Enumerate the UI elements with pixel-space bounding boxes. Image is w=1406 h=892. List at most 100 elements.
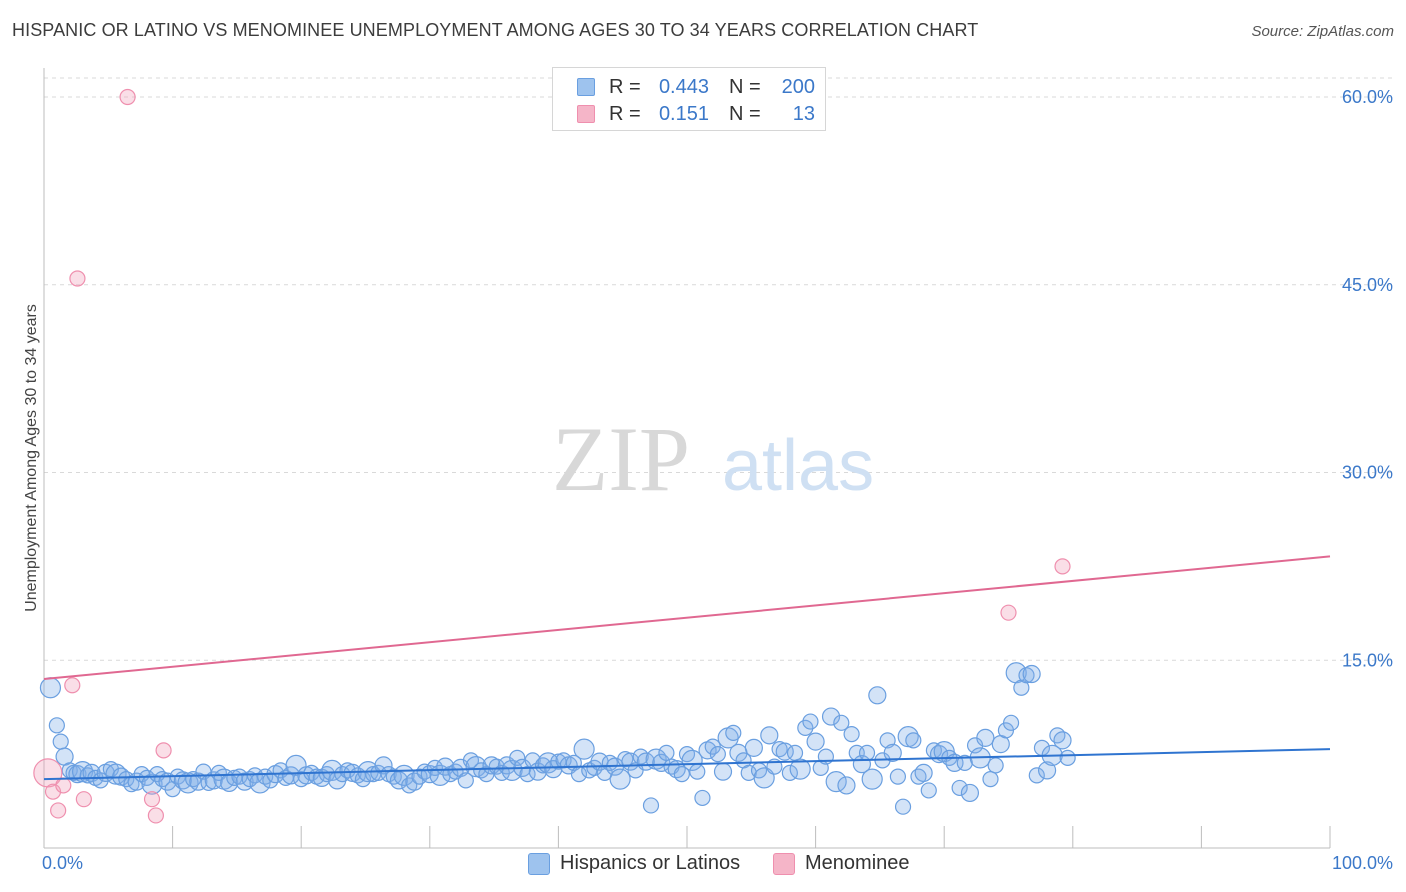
data-point-hispanics <box>48 717 65 734</box>
data-point-hispanics <box>285 754 307 776</box>
legend-label: Hispanics or Latinos <box>560 852 741 874</box>
data-point-menominee <box>143 791 161 808</box>
x-tick-labels: 0.0% 100.0% <box>42 853 1393 873</box>
data-point-hispanics <box>673 766 690 783</box>
data-point-hispanics <box>914 763 933 783</box>
data-point-hispanics <box>868 686 887 705</box>
data-point-menominee <box>55 777 72 794</box>
data-point-hispanics <box>951 779 968 797</box>
trend-lines <box>43 555 1331 781</box>
legend-r-label: R = <box>609 75 641 98</box>
data-point-hispanics <box>920 782 937 799</box>
data-point-hispanics <box>825 771 847 793</box>
legend-r-label: R = <box>609 102 641 125</box>
data-point-hispanics <box>1037 761 1057 780</box>
data-point-hispanics <box>905 732 922 749</box>
data-point-hispanics <box>321 759 343 781</box>
data-point-menominee <box>1054 558 1071 575</box>
legend-swatch-pink <box>773 852 795 875</box>
data-point-hispanics <box>1028 767 1045 784</box>
data-point-hispanics <box>883 743 902 762</box>
data-point-hispanics <box>39 677 62 699</box>
legend-n-value: 13 <box>792 102 815 125</box>
gridlines <box>44 77 1394 661</box>
legend-row-menominee: R = 0.151 N = 13 <box>577 102 815 126</box>
data-point-hispanics <box>1059 749 1076 766</box>
data-point-hispanics <box>52 733 69 750</box>
data-point-hispanics <box>1022 664 1041 684</box>
trend-line-hispanics <box>43 748 1331 781</box>
data-point-hispanics <box>806 732 825 751</box>
data-point-hispanics <box>858 744 876 761</box>
source-label: Source: ZipAtlas.com <box>1251 23 1394 40</box>
legend-swatch-blue <box>528 852 550 875</box>
data-point-hispanics <box>709 746 726 763</box>
correlation-legend: R = 0.443 N = 200 R = 0.151 N = 13 <box>552 67 826 131</box>
data-point-hispanics <box>694 789 711 807</box>
data-point-hispanics <box>713 762 733 781</box>
axes <box>43 68 1331 849</box>
data-point-hispanics <box>956 754 973 771</box>
y-tick-label: 15.0% <box>1342 650 1393 670</box>
series-hispanics-points <box>39 662 1076 815</box>
data-point-hispanics <box>189 772 208 791</box>
data-point-hispanics <box>889 768 907 785</box>
data-point-menominee <box>69 270 86 287</box>
data-point-hispanics <box>681 749 703 771</box>
trend-line-menominee <box>43 555 1331 681</box>
data-point-hispanics <box>987 757 1004 774</box>
data-point-hispanics <box>797 719 814 736</box>
legend-n-label: N = <box>729 102 761 125</box>
legend-swatch-blue <box>577 78 595 96</box>
data-point-hispanics <box>642 797 660 814</box>
x-tick-label: 100.0% <box>1332 853 1393 873</box>
data-point-hispanics <box>760 726 779 745</box>
data-point-hispanics <box>802 713 819 730</box>
legend-swatch-pink <box>577 105 595 123</box>
data-point-hispanics <box>976 728 995 747</box>
data-point-hispanics <box>534 757 552 774</box>
data-point-hispanics <box>786 744 804 761</box>
data-point-hispanics <box>843 725 860 743</box>
data-point-hispanics <box>436 757 455 776</box>
data-point-menominee <box>50 802 67 819</box>
data-point-hispanics <box>894 798 912 815</box>
data-point-hispanics <box>960 783 980 803</box>
legend-label: Menominee <box>805 852 910 874</box>
data-point-hispanics <box>374 756 393 775</box>
data-point-hispanics <box>573 738 595 760</box>
data-point-hispanics <box>744 738 763 757</box>
data-point-hispanics <box>861 768 883 790</box>
data-point-hispanics <box>789 758 811 780</box>
chart-title: HISPANIC OR LATINO VS MENOMINEE UNEMPLOY… <box>12 20 979 40</box>
x-tick-label: 0.0% <box>42 853 83 873</box>
legend-item-hispanics[interactable]: Hispanics or Latinos <box>528 852 740 875</box>
data-point-hispanics <box>982 771 999 788</box>
data-point-hispanics <box>652 753 671 772</box>
y-tick-labels: 15.0% 30.0% 45.0% 60.0% <box>1342 87 1393 670</box>
data-point-menominee <box>155 742 172 759</box>
data-point-menominee <box>64 677 81 694</box>
data-point-hispanics <box>689 763 706 780</box>
data-point-menominee <box>1000 604 1017 621</box>
y-axis-label: Unemployment Among Ages 30 to 34 years <box>23 304 40 612</box>
y-tick-label: 60.0% <box>1342 87 1393 107</box>
data-point-hispanics <box>837 776 856 795</box>
data-point-hispanics <box>753 767 775 789</box>
legend-r-value: 0.151 <box>658 102 709 125</box>
legend-n-label: N = <box>729 75 761 98</box>
data-point-hispanics <box>775 742 794 761</box>
data-point-hispanics <box>725 724 742 741</box>
data-point-menominee <box>75 791 92 808</box>
data-point-hispanics <box>740 764 757 782</box>
data-point-hispanics <box>141 773 163 795</box>
data-point-hispanics <box>1053 731 1072 750</box>
legend-n-value: 200 <box>781 75 815 98</box>
data-point-hispanics <box>609 768 631 790</box>
data-point-hispanics <box>509 749 526 766</box>
data-point-hispanics <box>658 744 675 761</box>
data-point-menominee <box>147 807 164 824</box>
data-point-hispanics <box>821 707 841 726</box>
legend-item-menominee[interactable]: Menominee <box>773 852 910 875</box>
y-tick-label: 30.0% <box>1342 463 1393 483</box>
